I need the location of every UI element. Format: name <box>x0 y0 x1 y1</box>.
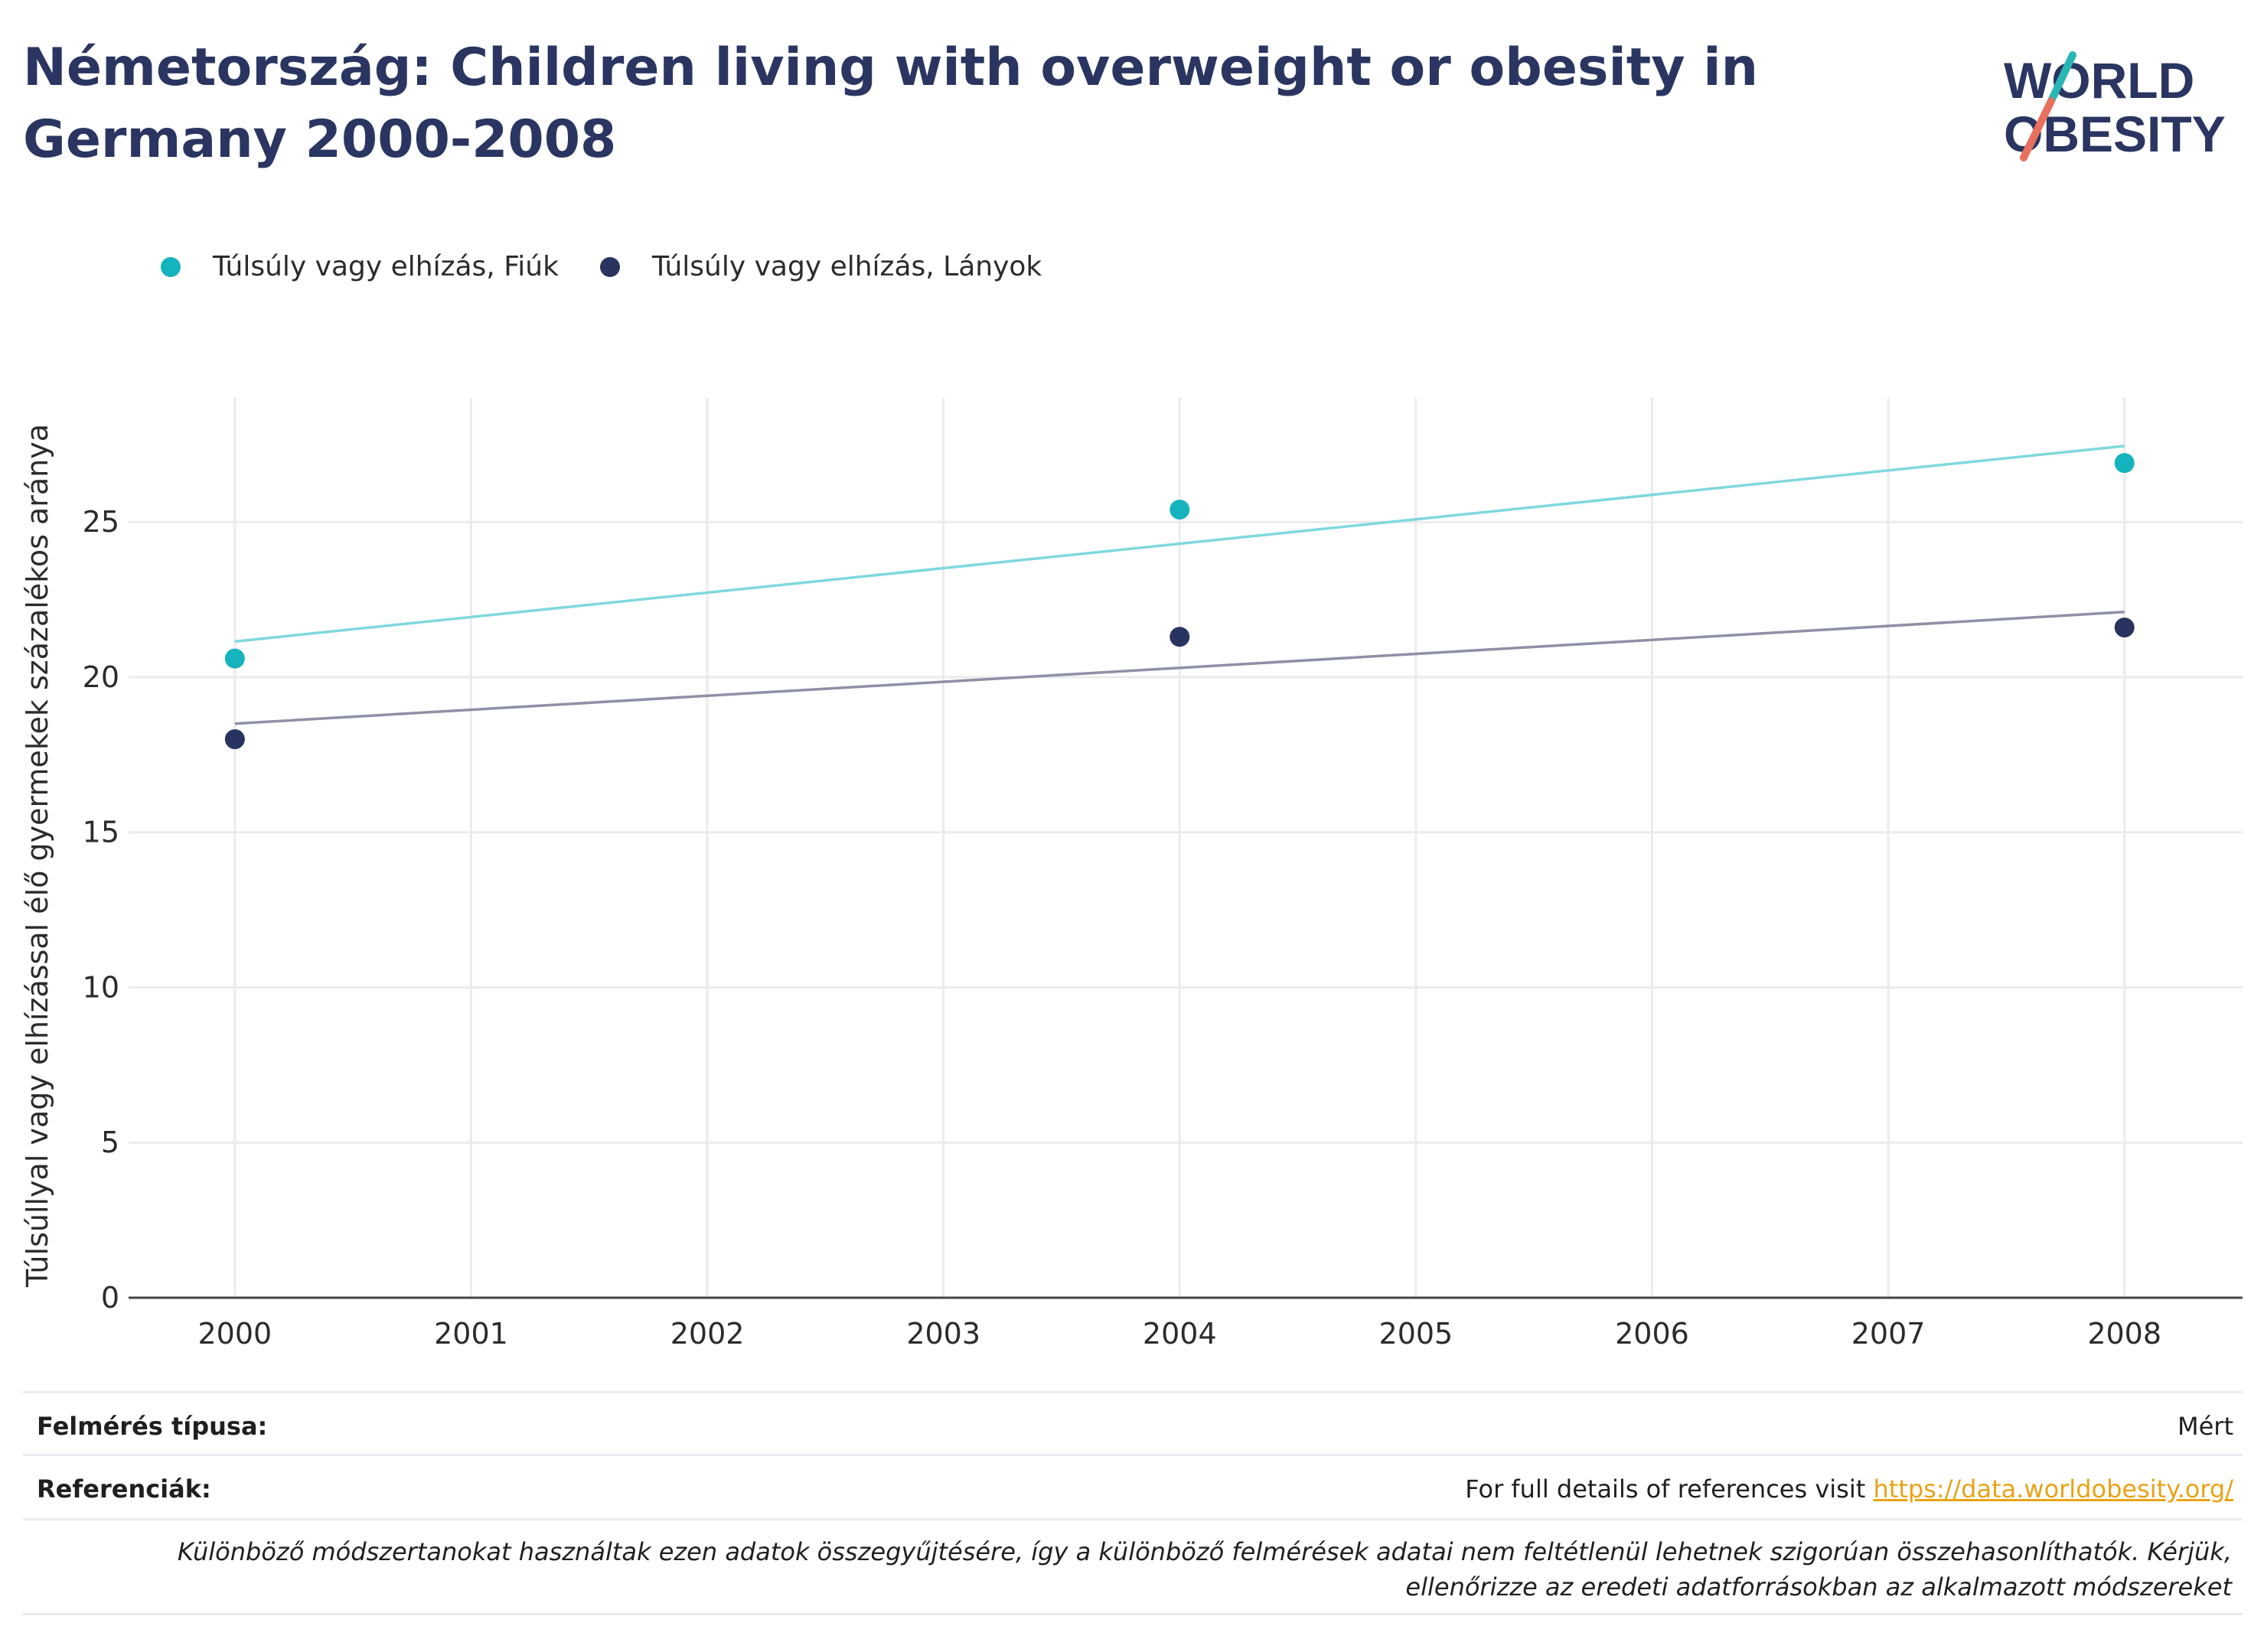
survey-type-row: Felmérés típusa: Mért <box>23 1391 2243 1455</box>
references-row: Referenciák: For full details of referen… <box>23 1454 2243 1517</box>
references-link[interactable]: https://data.worldobesity.org/ <box>1873 1474 2233 1504</box>
data-points <box>224 453 2135 750</box>
trend-line-boys <box>234 445 2125 644</box>
point-girls-2008 <box>2114 617 2135 638</box>
x-tick-label-2006: 2006 <box>1615 1317 1689 1347</box>
chart-title: Németország: Children living with overwe… <box>23 37 1758 170</box>
point-boys-2000 <box>224 648 245 669</box>
legend-marker-boys <box>161 256 181 277</box>
y-tick-label-15: 15 <box>83 816 119 849</box>
world-obesity-logo: WORLD OBESITY <box>1990 15 2250 168</box>
logo-slash-teal <box>2046 51 2076 108</box>
references-label: Referenciák: <box>37 1474 211 1504</box>
legend-label-boys: Túlsúly vagy elhízás, Fiúk <box>213 251 559 282</box>
bottom-divider <box>23 1613 2243 1615</box>
x-tick-label-2005: 2005 <box>1379 1317 1453 1347</box>
x-tick-label-2000: 2000 <box>198 1317 272 1347</box>
legend-item-boys[interactable]: Túlsúly vagy elhízás, Fiúk <box>161 251 559 282</box>
x-tick-label-2003: 2003 <box>906 1317 980 1347</box>
y-tick-label-10: 10 <box>83 970 119 1004</box>
x-tick-label-2004: 2004 <box>1143 1317 1217 1347</box>
point-girls-2004 <box>1170 627 1190 647</box>
trend-lines <box>234 445 2125 725</box>
point-girls-2000 <box>224 729 245 750</box>
y-tick-label-25: 25 <box>83 505 119 539</box>
trend-line-girls <box>234 611 2125 725</box>
y-tick-label-20: 20 <box>83 660 119 694</box>
references-text: For full details of references visit <box>1465 1474 1874 1504</box>
x-tick-label-2008: 2008 <box>2087 1317 2161 1347</box>
survey-type-value: Mért <box>2178 1412 2233 1441</box>
note-divider <box>23 1518 2243 1520</box>
legend-label-girls: Túlsúly vagy elhízás, Lányok <box>651 251 1042 282</box>
x-tick-label-2001: 2001 <box>434 1317 508 1347</box>
survey-type-label: Felmérés típusa: <box>37 1412 268 1441</box>
logo-word-world: WORLD <box>2004 52 2194 109</box>
chart-legend: Túlsúly vagy elhízás, Fiúk Túlsúly vagy … <box>161 251 1083 282</box>
scatter-chart: 2000 2001 2002 2003 2004 2005 2006 2007 2008 0 5 10… <box>21 398 2243 1347</box>
grid-lines <box>129 398 2243 1298</box>
y-tick-label-0: 0 <box>101 1281 119 1315</box>
y-axis-title: Túlsúllyal vagy elhízással élő gyermekek… <box>21 424 54 1288</box>
references-value: For full details of references visit htt… <box>1465 1474 2233 1504</box>
x-tick-label-2007: 2007 <box>1851 1317 1926 1347</box>
y-tick-label-5: 5 <box>101 1126 119 1159</box>
x-tick-label-2002: 2002 <box>670 1317 745 1347</box>
point-boys-2004 <box>1170 499 1190 520</box>
logo-slash-coral <box>2020 97 2055 161</box>
legend-marker-girls <box>599 256 620 277</box>
axes: 2000 2001 2002 2003 2004 2005 2006 2007 2008 0 5 10… <box>83 505 2243 1347</box>
point-boys-2008 <box>2114 453 2135 474</box>
legend-item-girls[interactable]: Túlsúly vagy elhízás, Lányok <box>599 251 1042 282</box>
methodology-note: Különböző módszertanokat használtak ezen… <box>177 1537 2232 1601</box>
